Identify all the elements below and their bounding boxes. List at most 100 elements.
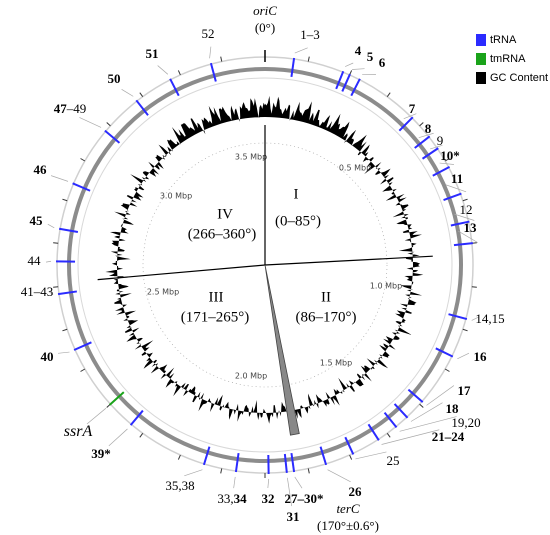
leader-line xyxy=(121,88,134,97)
ring-tick xyxy=(62,198,68,202)
ring-tick xyxy=(307,468,310,474)
sector-range: (0–85°) xyxy=(275,213,321,229)
trna-mark xyxy=(453,242,473,247)
gene-label-part: ssrA xyxy=(64,423,93,440)
gene-label: 31 xyxy=(287,509,300,524)
gene-label-part: 34 xyxy=(234,491,248,506)
ring-tick xyxy=(62,328,68,332)
ring-tick xyxy=(462,198,468,202)
gene-label-part: 40 xyxy=(41,349,54,364)
gene-label: 21–24 xyxy=(432,429,465,444)
gene-label-part: 46 xyxy=(34,162,48,177)
leader-line xyxy=(209,46,212,59)
trna-mark xyxy=(393,403,409,419)
gene-label-part: 17 xyxy=(458,383,472,398)
gene-label-part: 39* xyxy=(91,446,111,461)
genome-ring xyxy=(67,67,463,463)
gene-label: 14,15 xyxy=(475,311,504,326)
scale-label: 2.0 Mbp xyxy=(235,372,267,381)
scale-label: 3.0 Mbp xyxy=(160,192,192,201)
gene-label: 8 xyxy=(425,121,432,136)
gene-label: 25 xyxy=(387,453,400,468)
leader-line xyxy=(47,223,55,229)
legend-label: GC Content xyxy=(490,72,548,84)
trna-mark xyxy=(335,70,345,90)
gene-label: 4 xyxy=(355,43,362,58)
gene-label-part: 51 xyxy=(146,46,159,61)
gene-label-part: 18 xyxy=(446,401,460,416)
trna-mark xyxy=(73,341,92,351)
leader-line xyxy=(345,62,354,67)
leader-line xyxy=(79,117,102,128)
leader-line xyxy=(287,477,293,507)
gene-label: 7 xyxy=(409,101,416,116)
ring-tick xyxy=(53,242,59,244)
sector-line xyxy=(97,264,266,281)
leader-line xyxy=(294,476,303,489)
gene-label: 16 xyxy=(474,349,488,364)
legend-swatch xyxy=(476,72,486,84)
gene-label-part: 1–3 xyxy=(300,27,320,42)
trna-mark xyxy=(129,409,144,426)
trna-mark xyxy=(59,227,79,233)
gene-label: 52 xyxy=(202,26,215,41)
trna-mark xyxy=(57,290,77,296)
leader-line xyxy=(403,113,417,120)
leader-line xyxy=(57,351,70,354)
gene-label-part: 14,15 xyxy=(475,311,504,326)
trna-mark xyxy=(367,423,380,441)
gene-label-part: 8 xyxy=(425,121,432,136)
leader-line xyxy=(454,213,475,221)
ring-tick xyxy=(419,403,424,408)
leader-line xyxy=(294,47,308,54)
gene-label-part: 45 xyxy=(30,213,44,228)
leader-line xyxy=(267,478,270,489)
trna-mark xyxy=(209,62,217,82)
gene-label: 45 xyxy=(30,213,44,228)
trna-mark xyxy=(202,446,211,466)
leader-line xyxy=(457,352,470,360)
gene-label: 5 xyxy=(367,49,374,64)
sector-range: (171–265°) xyxy=(181,309,250,325)
gene-label-part: 25 xyxy=(387,453,400,468)
trna-mark xyxy=(450,220,470,227)
trna-mark xyxy=(435,347,454,358)
gene-label-part: 26 xyxy=(349,484,363,499)
gene-label: 27–30* xyxy=(285,491,324,506)
sector-line xyxy=(264,255,433,266)
gene-label-part: 6 xyxy=(379,55,386,70)
gene-label: 44 xyxy=(28,253,42,268)
ring-tick xyxy=(177,454,181,460)
ring-tick xyxy=(386,92,391,98)
leader-line xyxy=(399,416,457,432)
gene-label: 26 xyxy=(349,484,363,499)
leader-line xyxy=(439,162,454,165)
sector-range: (266–360°) xyxy=(188,226,257,242)
scale-label: 3.5 Mbp xyxy=(235,153,267,162)
ring-tick xyxy=(349,454,353,460)
gene-label: 12 xyxy=(460,202,473,217)
gene-label-part: 41–43 xyxy=(21,284,54,299)
origin-angle: (0°) xyxy=(255,20,275,35)
gene-label-part: 50 xyxy=(108,71,121,86)
gene-label: 50 xyxy=(108,71,121,86)
gene-label: 11 xyxy=(451,171,463,186)
gene-label-part: 27–30* xyxy=(285,491,324,506)
ring-tick xyxy=(139,432,144,438)
trna-mark xyxy=(104,129,121,144)
gene-label: 1–3 xyxy=(300,27,320,42)
terminus-wedge xyxy=(264,264,300,436)
trna-mark xyxy=(448,313,468,321)
ring-tick xyxy=(386,432,391,438)
ring-tick xyxy=(53,286,59,288)
gene-label: 40 xyxy=(41,349,54,364)
tmrna-mark xyxy=(109,391,125,406)
gene-label-part: 44 xyxy=(28,253,42,268)
trna-mark xyxy=(350,78,361,97)
trna-mark xyxy=(383,412,398,429)
leader-line xyxy=(381,429,440,445)
trna-mark xyxy=(234,453,240,473)
ring-tick xyxy=(177,70,181,76)
legend-swatch xyxy=(476,34,486,46)
